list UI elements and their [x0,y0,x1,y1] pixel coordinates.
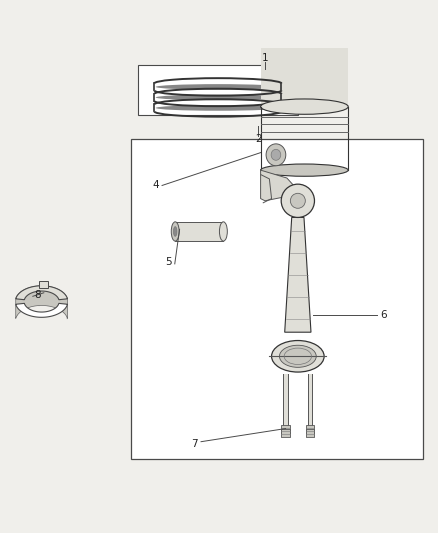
Bar [283,374,288,427]
Bar [175,222,223,241]
Bar [281,430,290,437]
Bar [131,140,423,459]
Bar [138,65,298,115]
Text: 4: 4 [152,181,159,190]
Text: 7: 7 [191,439,198,449]
Ellipse shape [279,345,316,367]
Polygon shape [16,303,67,317]
Text: 6: 6 [380,310,387,320]
Text: 8: 8 [34,290,41,300]
Ellipse shape [155,84,280,90]
Bar [306,425,314,433]
Ellipse shape [266,144,286,166]
Ellipse shape [271,149,281,160]
Polygon shape [285,217,311,332]
Ellipse shape [261,99,348,114]
Ellipse shape [219,222,227,241]
Ellipse shape [261,164,348,176]
Text: 2: 2 [255,134,262,144]
Text: 1: 1 [261,53,268,63]
Ellipse shape [155,105,280,111]
Bar [308,374,312,427]
Bar [39,281,48,288]
Bar [306,430,314,437]
Ellipse shape [290,193,305,208]
Text: 5: 5 [165,257,172,267]
Ellipse shape [173,227,177,236]
Ellipse shape [155,95,280,100]
Bar [281,425,290,433]
Ellipse shape [272,341,324,372]
Polygon shape [16,286,67,319]
Ellipse shape [281,184,314,217]
Polygon shape [261,170,296,201]
Polygon shape [16,286,67,300]
Ellipse shape [171,222,179,241]
Bar [261,43,348,109]
